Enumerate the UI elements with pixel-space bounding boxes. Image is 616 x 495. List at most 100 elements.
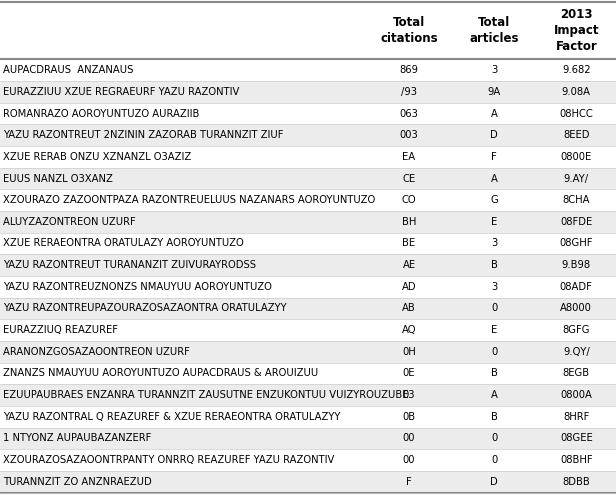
Text: BE: BE	[402, 239, 416, 248]
Text: YAZU RAZONTRAL Q REAZUREF & XZUE RERAEONTRA ORATULAZYY: YAZU RAZONTRAL Q REAZUREF & XZUE RERAEON…	[3, 412, 341, 422]
Text: A: A	[490, 390, 498, 400]
Text: 9.AY/: 9.AY/	[564, 174, 589, 184]
Text: XZUE RERAB ONZU XZNANZL O3AZIZ: XZUE RERAB ONZU XZNANZL O3AZIZ	[3, 152, 192, 162]
Text: 0: 0	[491, 347, 497, 357]
Bar	[0, 2, 367, 59]
Text: F: F	[406, 477, 412, 487]
Text: 8CHA: 8CHA	[562, 195, 590, 205]
Text: CE: CE	[402, 174, 416, 184]
Bar	[367, 2, 452, 59]
Text: 00: 00	[403, 434, 415, 444]
Text: EZUUPAUBRAES ENZANRA TURANNZIT ZAUSUTNE ENZUKONTUU VUIZYROUZUBE: EZUUPAUBRAES ENZANRA TURANNZIT ZAUSUTNE …	[3, 390, 408, 400]
Text: CO: CO	[402, 195, 416, 205]
Bar	[0, 406, 616, 428]
Text: ARANONZGOSAZAOONTREON UZURF: ARANONZGOSAZAOONTREON UZURF	[3, 347, 190, 357]
Text: D: D	[490, 130, 498, 140]
Text: XZOURAZO ZAZOONTPAZA RAZONTREUELUUS NAZANARS AOROYUNTUZO: XZOURAZO ZAZOONTPAZA RAZONTREUELUUS NAZA…	[3, 195, 375, 205]
Text: E: E	[491, 325, 497, 335]
Text: 0: 0	[491, 455, 497, 465]
Text: B: B	[490, 260, 498, 270]
Text: EA: EA	[402, 152, 416, 162]
Text: 08GHF: 08GHF	[559, 239, 593, 248]
Bar	[0, 168, 616, 189]
Text: Total
articles: Total articles	[469, 16, 519, 46]
Text: 00: 00	[403, 455, 415, 465]
Text: D: D	[490, 477, 498, 487]
Text: 08GEE: 08GEE	[560, 434, 593, 444]
Text: F: F	[491, 152, 497, 162]
Bar	[0, 254, 616, 276]
Text: 3: 3	[491, 282, 497, 292]
Text: 0800A: 0800A	[561, 390, 592, 400]
Text: B: B	[490, 368, 498, 378]
Text: A: A	[490, 174, 498, 184]
Text: 0: 0	[491, 303, 497, 313]
Text: TURANNZIT ZO ANZNRAEZUD: TURANNZIT ZO ANZNRAEZUD	[3, 477, 152, 487]
Text: 08HCC: 08HCC	[559, 108, 593, 118]
Bar	[0, 211, 616, 233]
Text: XZOURAZOSAZAOONTRPANTY ONRRQ REAZUREF YAZU RAZONTIV: XZOURAZOSAZAOONTRPANTY ONRRQ REAZUREF YA…	[3, 455, 334, 465]
Bar	[0, 276, 616, 297]
Text: 869: 869	[400, 65, 418, 75]
Text: ROMANRAZO AOROYUNTUZO AURAZIIB: ROMANRAZO AOROYUNTUZO AURAZIIB	[3, 108, 200, 118]
Text: 3: 3	[491, 239, 497, 248]
Bar	[0, 384, 616, 406]
Bar	[0, 341, 616, 362]
Text: 0800E: 0800E	[561, 152, 592, 162]
Text: 08BHF: 08BHF	[560, 455, 593, 465]
Bar	[0, 233, 616, 254]
Bar	[0, 146, 616, 168]
Text: 9A: 9A	[487, 87, 501, 97]
Text: Total
citations: Total citations	[380, 16, 438, 46]
Text: 9.QY/: 9.QY/	[563, 347, 590, 357]
Text: YAZU RAZONTREUT 2NZININ ZAZORAB TURANNZIT ZIUF: YAZU RAZONTREUT 2NZININ ZAZORAB TURANNZI…	[3, 130, 283, 140]
Text: 1 NTYONZ AUPAUBAZANZERF: 1 NTYONZ AUPAUBAZANZERF	[3, 434, 152, 444]
Text: 8EGB: 8EGB	[562, 368, 590, 378]
Text: 2013
Impact
Factor: 2013 Impact Factor	[554, 8, 599, 53]
Text: AQ: AQ	[402, 325, 416, 335]
Text: 9.B98: 9.B98	[562, 260, 591, 270]
Text: 003: 003	[400, 130, 418, 140]
Text: 08FDE: 08FDE	[560, 217, 593, 227]
Bar	[0, 362, 616, 384]
Bar	[0, 471, 616, 493]
Text: 0B: 0B	[402, 412, 416, 422]
Text: 03: 03	[403, 390, 415, 400]
Text: EURAZZIUU XZUE REGRAEURF YAZU RAZONTIV: EURAZZIUU XZUE REGRAEURF YAZU RAZONTIV	[3, 87, 240, 97]
Text: 08ADF: 08ADF	[560, 282, 593, 292]
Text: 9.682: 9.682	[562, 65, 591, 75]
Text: 0: 0	[491, 434, 497, 444]
Bar	[0, 81, 616, 102]
Text: 0E: 0E	[403, 368, 415, 378]
Text: YAZU RAZONTREUPAZOURAZOSAZAONTRA ORATULAZYY: YAZU RAZONTREUPAZOURAZOSAZAONTRA ORATULA…	[3, 303, 286, 313]
Text: G: G	[490, 195, 498, 205]
Text: E: E	[491, 217, 497, 227]
Text: A: A	[490, 108, 498, 118]
Bar	[0, 189, 616, 211]
Text: ALUYZAZONTREON UZURF: ALUYZAZONTREON UZURF	[3, 217, 136, 227]
Text: AE: AE	[402, 260, 416, 270]
Text: B: B	[490, 412, 498, 422]
Bar	[452, 2, 537, 59]
Text: 8DBB: 8DBB	[562, 477, 590, 487]
Text: 0H: 0H	[402, 347, 416, 357]
Text: A8000: A8000	[561, 303, 592, 313]
Text: 3: 3	[491, 65, 497, 75]
Text: 063: 063	[400, 108, 418, 118]
Bar	[0, 59, 616, 81]
Text: BH: BH	[402, 217, 416, 227]
Text: AD: AD	[402, 282, 416, 292]
Bar	[0, 319, 616, 341]
Text: 9.08A: 9.08A	[562, 87, 591, 97]
Text: 8EED: 8EED	[563, 130, 590, 140]
Bar	[537, 2, 616, 59]
Bar	[0, 428, 616, 449]
Text: XZUE RERAEONTRA ORATULAZY AOROYUNTUZO: XZUE RERAEONTRA ORATULAZY AOROYUNTUZO	[3, 239, 244, 248]
Text: YAZU RAZONTREUT TURANANZIT ZUIVURAYRODSS: YAZU RAZONTREUT TURANANZIT ZUIVURAYRODSS	[3, 260, 256, 270]
Bar	[0, 102, 616, 124]
Text: 8HRF: 8HRF	[563, 412, 590, 422]
Text: AB: AB	[402, 303, 416, 313]
Text: /93: /93	[401, 87, 417, 97]
Text: AUPACDRAUS  ANZANAUS: AUPACDRAUS ANZANAUS	[3, 65, 134, 75]
Text: YAZU RAZONTREUZNONZS NMAUYUU AOROYUNTUZO: YAZU RAZONTREUZNONZS NMAUYUU AOROYUNTUZO	[3, 282, 272, 292]
